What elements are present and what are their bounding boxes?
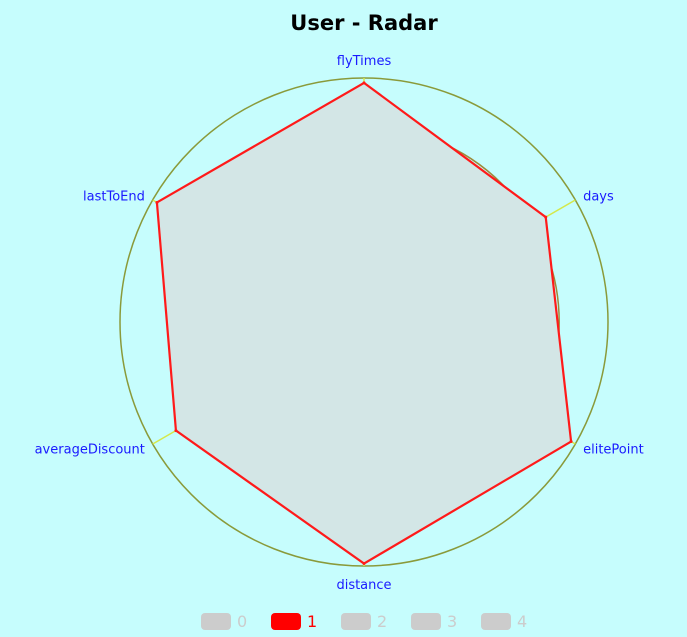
legend-swatch[interactable]: [271, 613, 301, 630]
series-polygon-1: [155, 81, 573, 565]
legend-label[interactable]: 0: [237, 612, 247, 631]
legend-item-3[interactable]: 3: [411, 612, 457, 631]
axis-label-lastToEnd: lastToEnd: [83, 190, 145, 205]
axis-label-elitePoint: elitePoint: [583, 443, 644, 458]
legend-swatch[interactable]: [201, 613, 231, 630]
axis-label-distance: distance: [336, 578, 391, 593]
legend-item-1[interactable]: 1: [271, 612, 317, 631]
legend-swatch[interactable]: [341, 613, 371, 630]
axis-labels: flyTimes days elitePoint distance averageDis…: [35, 54, 644, 593]
axis-label-averageDiscount: averageDiscount: [35, 443, 145, 458]
series-point-distance: [362, 562, 366, 566]
legend-item-4[interactable]: 4: [481, 612, 527, 631]
chart-title: User - Radar: [290, 11, 438, 35]
series-point-elitePoint: [569, 440, 573, 444]
axis-label-flyTimes: flyTimes: [337, 54, 392, 69]
legend-label[interactable]: 3: [447, 612, 457, 631]
legend: 0 1 2 3 4: [201, 612, 527, 631]
legend-label[interactable]: 2: [377, 612, 387, 631]
legend-label[interactable]: 4: [517, 612, 527, 631]
legend-swatch[interactable]: [481, 613, 511, 630]
series-point-lastToEnd: [155, 200, 159, 204]
series-point-flyTimes: [362, 81, 366, 85]
legend-item-0[interactable]: 0: [201, 612, 247, 631]
axis-label-days: days: [583, 190, 614, 205]
series-point-days: [544, 215, 548, 219]
legend-swatch[interactable]: [411, 613, 441, 630]
legend-label[interactable]: 1: [307, 612, 317, 631]
radar-series: [155, 81, 573, 566]
series-point-averageDiscount: [174, 429, 178, 433]
legend-item-2[interactable]: 2: [341, 612, 387, 631]
